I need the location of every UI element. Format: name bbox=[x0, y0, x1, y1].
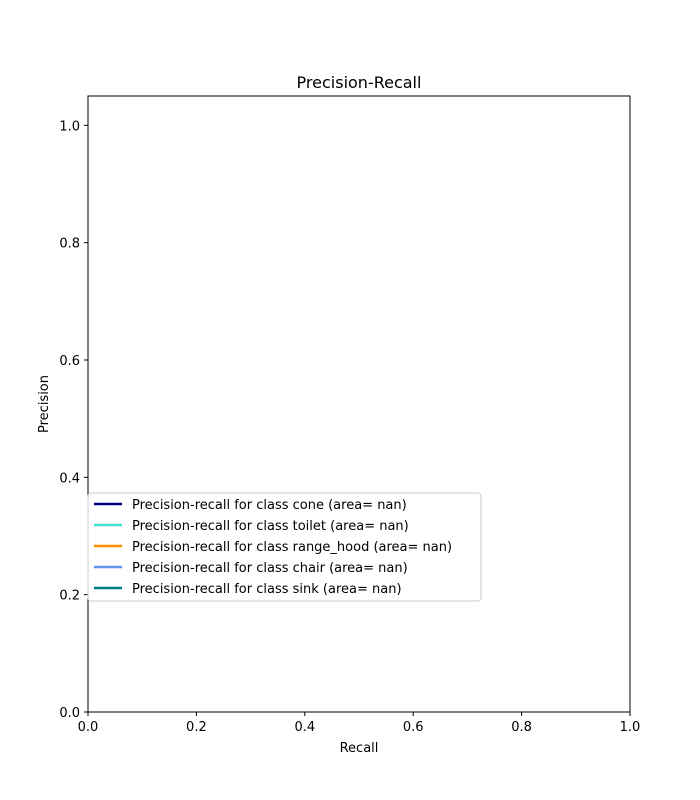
y-axis: 0.0 0.2 0.4 0.6 0.8 1.0 bbox=[59, 119, 88, 721]
legend-items: Precision-recall for class cone (area= n… bbox=[94, 498, 452, 597]
x-tick-label: 0.0 bbox=[78, 720, 99, 735]
legend: Precision-recall for class cone (area= n… bbox=[87, 492, 482, 602]
legend-label: Precision-recall for class chair (area= … bbox=[132, 561, 408, 576]
x-tick-label: 0.8 bbox=[511, 720, 532, 735]
y-tick-label: 0.4 bbox=[59, 471, 80, 486]
x-tick-label: 1.0 bbox=[620, 720, 641, 735]
y-tick-label: 0.8 bbox=[59, 237, 80, 252]
chart-title: Precision-Recall bbox=[297, 73, 422, 92]
legend-label: Precision-recall for class toilet (area=… bbox=[132, 519, 409, 534]
x-axis-label: Recall bbox=[340, 741, 379, 756]
y-tick-label: 1.0 bbox=[59, 119, 80, 134]
y-axis-label: Precision bbox=[37, 375, 52, 433]
legend-label: Precision-recall for class range_hood (a… bbox=[132, 540, 452, 555]
x-tick-label: 0.6 bbox=[403, 720, 424, 735]
plot-area bbox=[87, 95, 631, 713]
x-axis: 0.0 0.2 0.4 0.6 0.8 1.0 bbox=[78, 712, 641, 735]
x-tick-label: 0.2 bbox=[186, 720, 207, 735]
y-tick-label: 0.0 bbox=[59, 706, 80, 721]
plot-background bbox=[88, 96, 630, 712]
legend-label: Precision-recall for class sink (area= n… bbox=[132, 582, 402, 597]
y-tick-label: 0.2 bbox=[59, 589, 80, 604]
x-tick-label: 0.4 bbox=[294, 720, 315, 735]
legend-box bbox=[87, 492, 482, 602]
y-tick-label: 0.6 bbox=[59, 354, 80, 369]
legend-label: Precision-recall for class cone (area= n… bbox=[132, 498, 407, 513]
plot-frame bbox=[87, 95, 631, 713]
